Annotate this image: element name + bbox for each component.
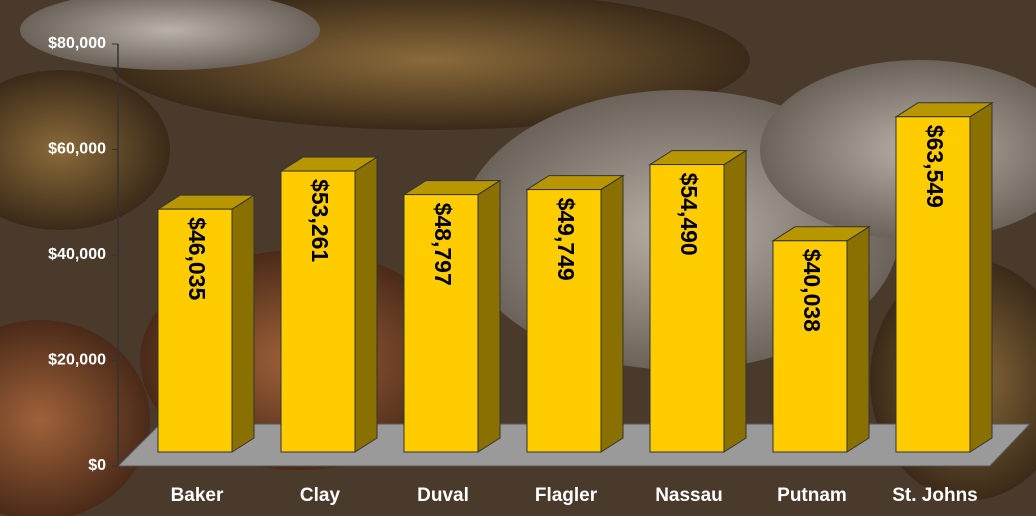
value-label: $48,797 xyxy=(430,203,456,286)
bar xyxy=(157,208,233,453)
x-tick-label: Clay xyxy=(300,485,341,506)
value-label: $54,490 xyxy=(676,173,702,256)
bar-side xyxy=(477,179,501,453)
value-label: $40,038 xyxy=(799,249,825,332)
bar xyxy=(649,164,725,453)
y-tick-label: $20,000 xyxy=(48,352,106,369)
value-label: $49,749 xyxy=(553,198,579,281)
bar xyxy=(280,170,356,453)
x-tick-label: Flagler xyxy=(535,485,598,506)
bar xyxy=(772,240,848,453)
bar-side xyxy=(354,156,378,453)
x-tick-label: Putnam xyxy=(777,485,847,506)
bar-side xyxy=(846,225,870,453)
bar xyxy=(403,194,479,453)
value-label: $53,261 xyxy=(307,179,333,262)
y-tick-label: $40,000 xyxy=(48,246,106,263)
bar xyxy=(895,116,971,453)
x-tick-label: Nassau xyxy=(655,485,723,506)
y-tick-label: $80,000 xyxy=(48,35,106,52)
bar-side xyxy=(231,194,255,453)
y-tick-label: $0 xyxy=(88,457,106,474)
bar-side xyxy=(969,101,993,453)
value-label: $63,549 xyxy=(922,125,948,208)
y-tick-label: $60,000 xyxy=(48,141,106,158)
x-tick-label: Duval xyxy=(417,485,469,506)
bar xyxy=(526,189,602,453)
x-tick-label: Baker xyxy=(171,485,224,506)
x-tick-label: St. Johns xyxy=(892,485,978,506)
value-label: $46,035 xyxy=(184,217,210,300)
bar-side xyxy=(723,149,747,453)
bar-side xyxy=(600,174,624,453)
